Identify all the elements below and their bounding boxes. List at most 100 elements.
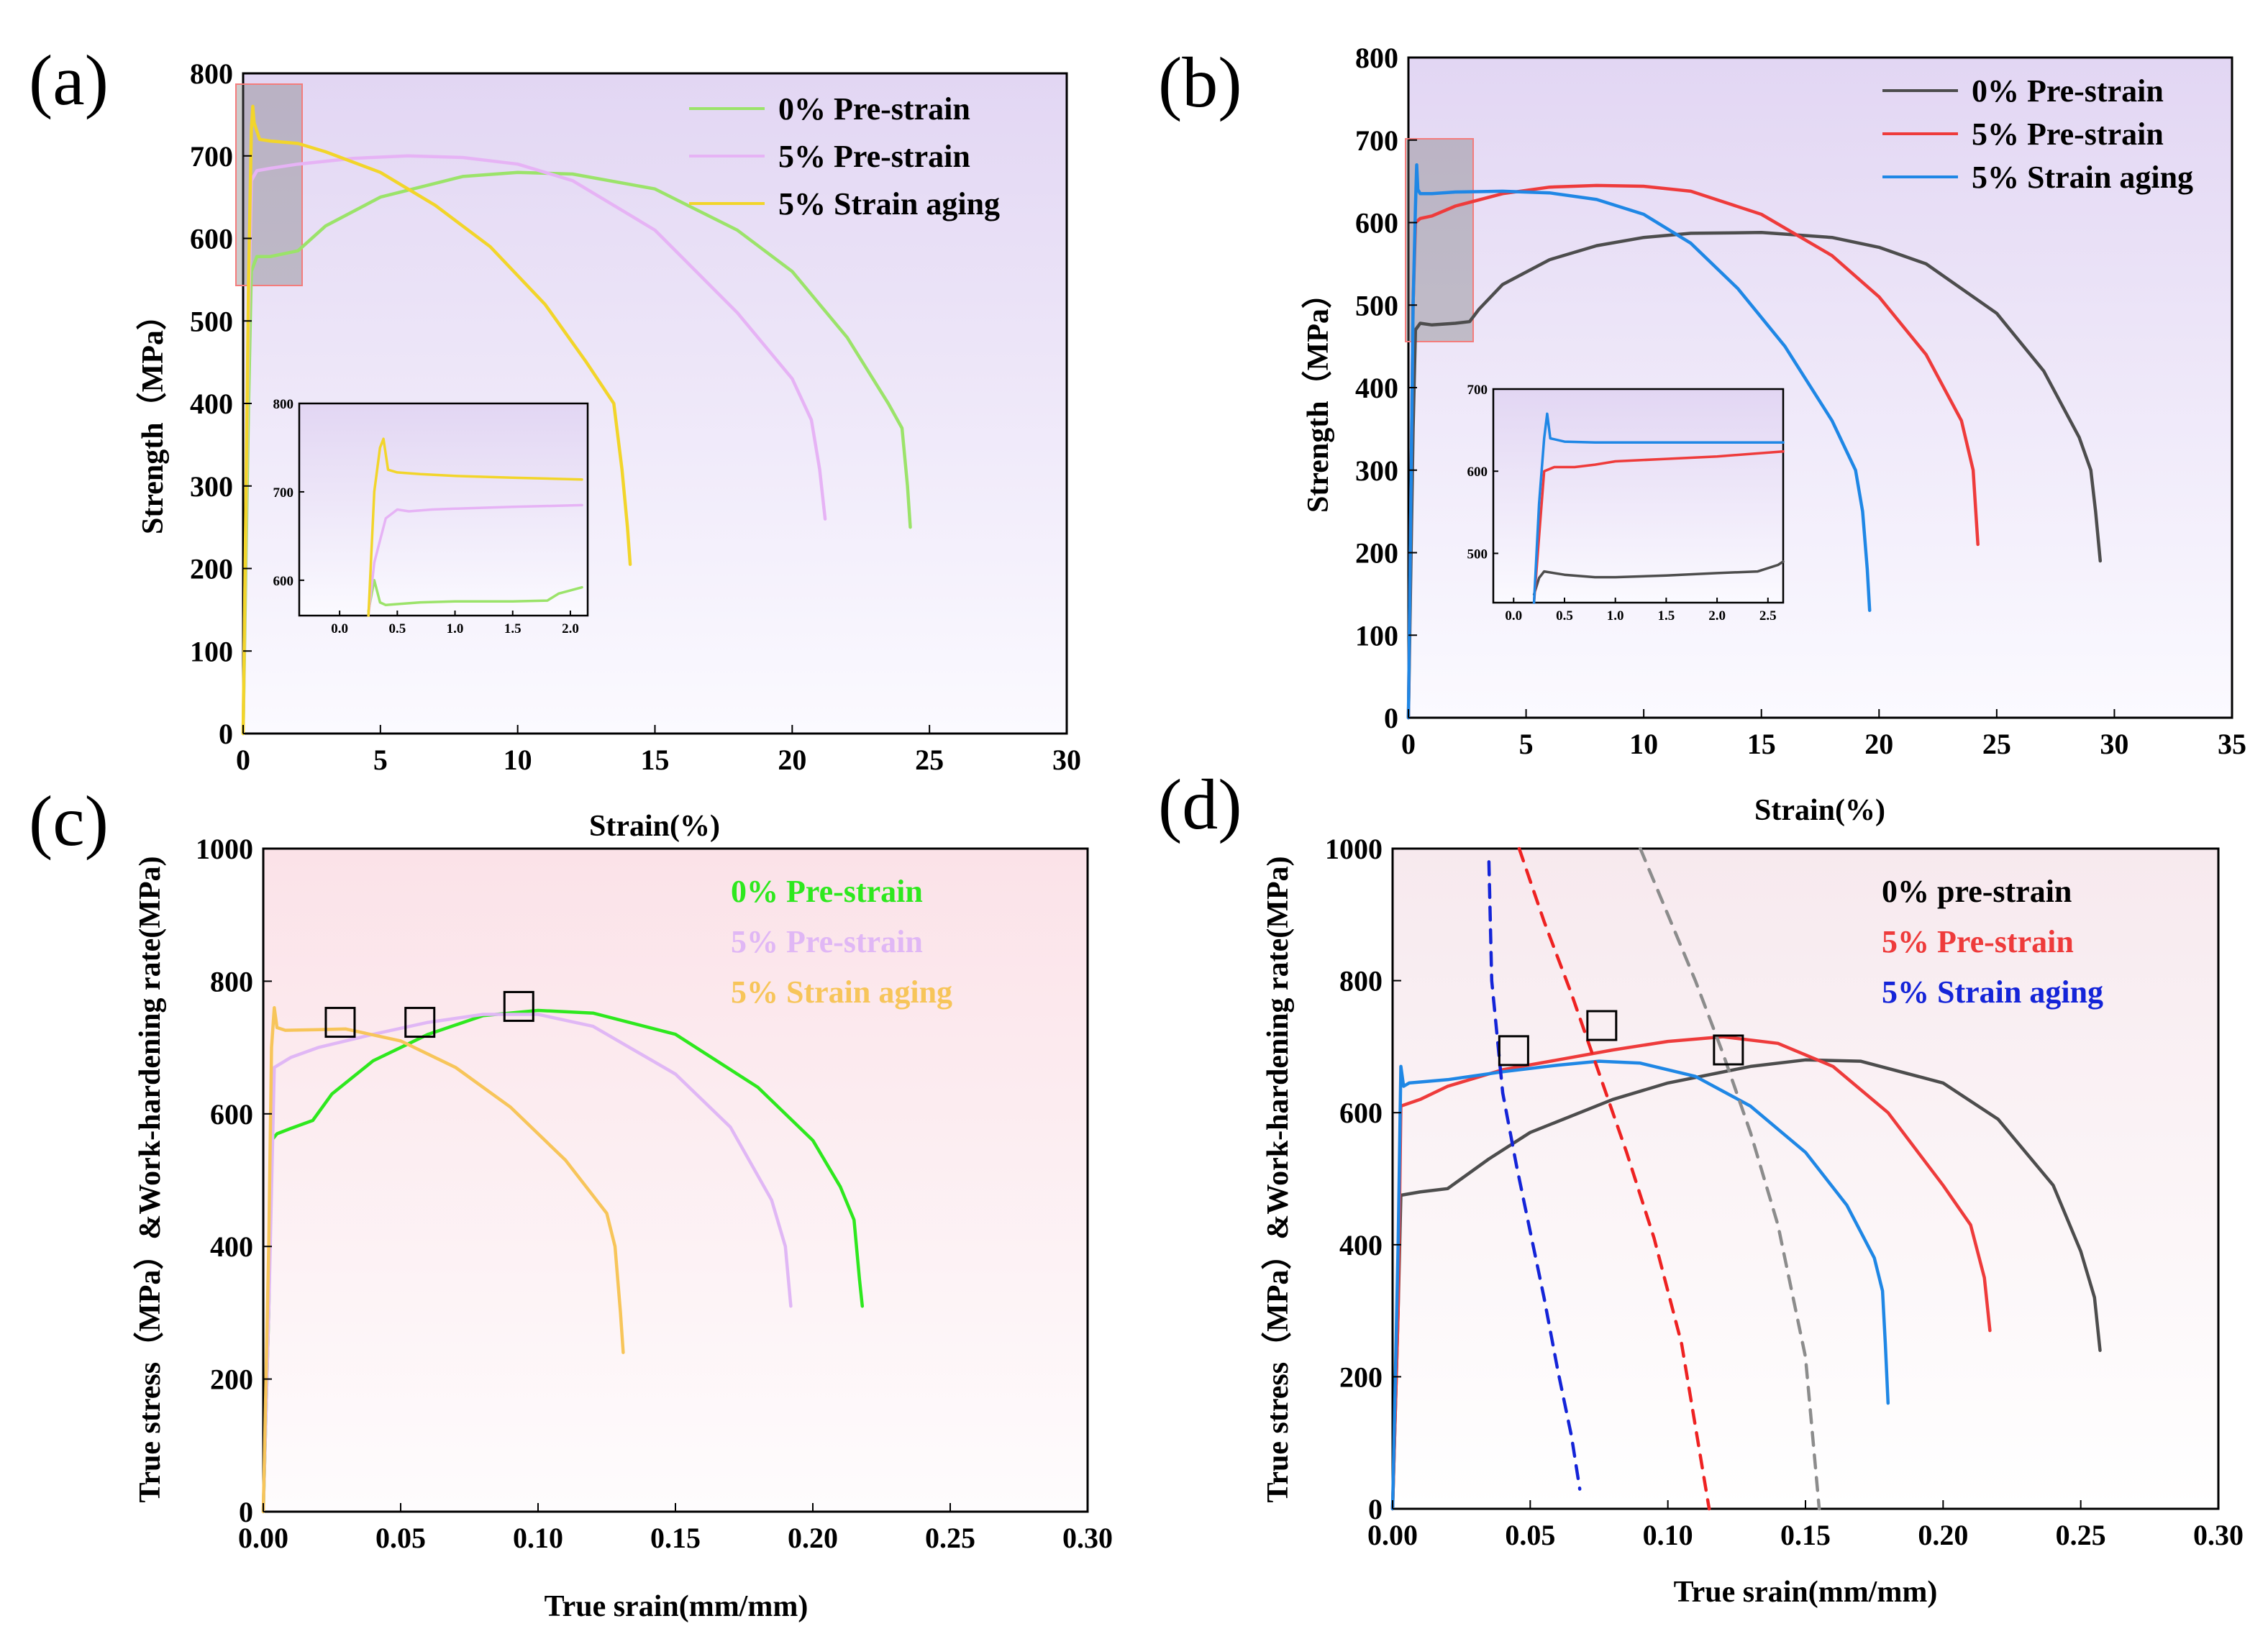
legend-label-b-2: 5% Strain aging (1972, 160, 2193, 195)
a-inset-xtick-label-0: 0.0 (331, 621, 348, 636)
d-series-3 (1639, 846, 1821, 1511)
a-inset-xtick-label-1: 0.5 (388, 621, 406, 636)
x-axis-label-c: True srain(mm/mm) (545, 1590, 809, 1623)
b-ytick-label-7: 700 (1355, 124, 1398, 157)
b-inset-xtick-label-1: 0.5 (1556, 608, 1573, 624)
legend-label-d-0: 0% pre-strain (1882, 874, 2072, 909)
d-ytick-label-2: 400 (1339, 1229, 1383, 1261)
d-xtick-label-2: 0.10 (1643, 1519, 1693, 1551)
c-marker-square-1 (404, 1007, 436, 1038)
legend-label-d-1: 5% Pre-strain (1882, 924, 2074, 959)
a-inset-xtick-label-3: 1.5 (504, 621, 522, 636)
a-xtick-label-4: 20 (778, 744, 806, 776)
plot-area-b (1407, 56, 2233, 719)
b-ytick-label-1: 100 (1355, 619, 1398, 652)
a-xtick-label-5: 25 (915, 744, 944, 776)
legend-label-a-1: 5% Pre-strain (778, 139, 970, 174)
legend-label-c-1: 5% Pre-strain (731, 924, 923, 959)
a-inset-series-1 (367, 503, 583, 617)
b-inset-ytick-label-2: 700 (1467, 383, 1488, 398)
c-ytick-label-3: 600 (210, 1098, 253, 1131)
c-ytick-label-1: 200 (210, 1364, 253, 1396)
legend-c: 0% Pre-strain 5% Pre-strain 5% Strain ag… (731, 874, 952, 1010)
a-inset-ytick-label-2: 800 (273, 397, 294, 412)
y-axis-label-c: True stress（MPa）&Work-hardening rate(MPa… (133, 857, 167, 1503)
a-xtick-label-0: 0 (236, 744, 250, 776)
d-series-2 (1390, 1059, 1890, 1511)
c-marker-square-2 (503, 990, 534, 1022)
c-marker-square-0 (324, 1007, 356, 1038)
panel-label-b: (b) (1158, 42, 1242, 122)
panel-label-c: (c) (29, 781, 109, 861)
panel-label-a: (a) (29, 40, 109, 120)
b-inset-xtick-label-5: 2.5 (1759, 608, 1777, 624)
c-xtick-label-6: 0.30 (1062, 1522, 1113, 1554)
a-series-1 (241, 154, 827, 736)
x-axis-label-b: Strain(%) (1754, 794, 1885, 827)
y-axis-label-b: Strength（MPa） (1301, 278, 1335, 513)
legend-label-c-0: 0% Pre-strain (731, 874, 923, 909)
a-ytick-label-5: 500 (190, 305, 233, 337)
d-marker-square-1 (1586, 1010, 1618, 1041)
c-xtick-label-4: 0.20 (788, 1522, 838, 1554)
c-xtick-label-1: 0.05 (375, 1522, 426, 1554)
c-xtick-label-2: 0.10 (513, 1522, 563, 1554)
panel-c: 0.00 0.05 0.10 0.15 0.20 0.25 0.30 0 200 400 600 80… (133, 833, 1113, 1623)
d-ytick-label-1: 200 (1339, 1361, 1383, 1393)
d-xtick-label-4: 0.20 (1918, 1519, 1968, 1551)
legend-b: 0% Pre-strain 5% Pre-strain 5% Strain ag… (1882, 73, 2193, 195)
a-ytick-label-7: 700 (190, 140, 233, 173)
a-inset-ytick-label-0: 600 (273, 574, 294, 589)
d-xtick-label-6: 0.30 (2193, 1519, 2244, 1551)
b-inset-xtick-label-3: 1.5 (1658, 608, 1675, 624)
b-xtick-label-6: 30 (2100, 728, 2128, 760)
a-inset-ytick-label-1: 700 (273, 485, 294, 501)
d-series-5 (1487, 860, 1582, 1491)
a-ytick-label-1: 100 (190, 635, 233, 667)
plot-area-d (1391, 847, 2220, 1510)
b-ytick-label-4: 400 (1355, 372, 1398, 404)
d-xtick-label-0: 0.00 (1367, 1519, 1418, 1551)
b-xtick-label-5: 25 (1982, 728, 2011, 760)
a-series-0 (241, 170, 912, 736)
d-xtick-label-3: 0.15 (1780, 1519, 1831, 1551)
panel-b: 0 5 10 15 20 25 30 350100200300400500600700800 … (1301, 42, 2246, 827)
b-ytick-label-3: 300 (1355, 455, 1398, 487)
b-inset-xtick-label-4: 2.0 (1708, 608, 1726, 624)
d-series-1 (1390, 1035, 1992, 1511)
a-inset-xtick-label-2: 1.0 (447, 621, 464, 636)
b-ytick-label-8: 800 (1355, 42, 1398, 74)
d-ytick-label-4: 800 (1339, 965, 1383, 997)
legend-label-b-1: 5% Pre-strain (1972, 117, 2164, 152)
a-ytick-label-0: 0 (219, 718, 233, 750)
a-ytick-label-2: 200 (190, 553, 233, 585)
b-xtick-label-3: 15 (1747, 728, 1776, 760)
a-inset-xtick-label-4: 2.0 (562, 621, 579, 636)
b-xtick-label-0: 0 (1401, 728, 1416, 760)
a-series-2 (241, 104, 632, 736)
b-xtick-label-1: 5 (1519, 728, 1534, 760)
legend-label-c-2: 5% Strain aging (731, 974, 952, 1010)
c-xtick-label-3: 0.15 (650, 1522, 701, 1554)
a-xtick-label-1: 5 (373, 744, 388, 776)
b-xtick-label-7: 35 (2218, 728, 2246, 760)
panel-label-d: (d) (1158, 764, 1242, 844)
a-inset-series-2 (367, 437, 583, 617)
d-ytick-label-5: 1000 (1325, 833, 1383, 865)
b-ytick-label-5: 500 (1355, 289, 1398, 321)
b-inset-xtick-label-0: 0.0 (1505, 608, 1522, 624)
b-inset-xtick-label-2: 1.0 (1607, 608, 1624, 624)
a-ytick-label-3: 300 (190, 470, 233, 503)
legend-a: 0% Pre-strain 5% Pre-strain 5% Strain ag… (689, 91, 1000, 222)
c-series-1 (261, 1013, 793, 1514)
panel-d: 0.00 0.05 0.10 0.15 0.20 0.25 0.30 0 200 400 600 80… (1261, 833, 2244, 1609)
x-axis-label-d: True srain(mm/mm) (1674, 1576, 1938, 1609)
d-series-0 (1390, 1058, 2102, 1511)
b-series-2 (1406, 163, 1872, 720)
d-marker-square-0 (1498, 1035, 1529, 1067)
b-ytick-label-6: 600 (1355, 207, 1398, 239)
a-ytick-label-8: 800 (190, 58, 233, 90)
b-inset-ytick-label-1: 600 (1467, 465, 1488, 480)
